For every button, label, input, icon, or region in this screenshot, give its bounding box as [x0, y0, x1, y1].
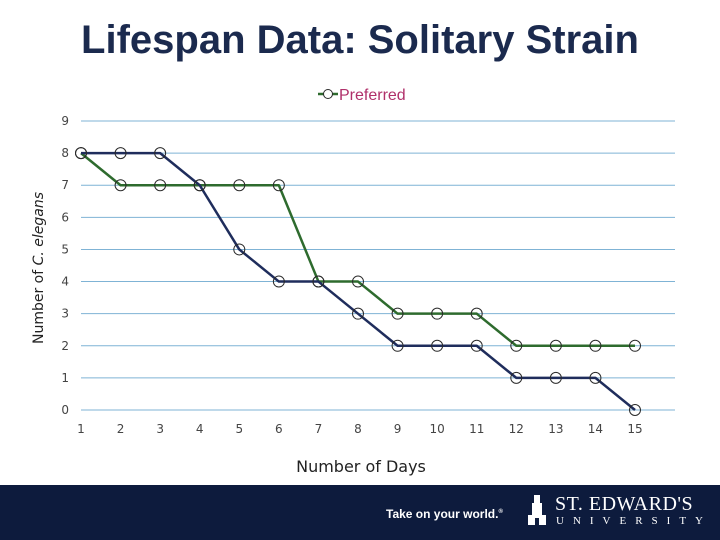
- legend-label: Preferred: [339, 87, 406, 104]
- data-point-navy: [75, 147, 87, 160]
- x-tick-label: 4: [196, 422, 204, 436]
- x-tick-label: 12: [509, 422, 524, 436]
- y-axis-label-species: C. elegans: [31, 192, 47, 265]
- data-point-navy: [114, 147, 127, 160]
- registered-mark: ®: [498, 509, 503, 515]
- x-tick-label: 9: [394, 422, 402, 436]
- data-point-preferred: [272, 179, 285, 192]
- y-axis-label-prefix: Number of: [31, 265, 47, 344]
- x-axis-label: Number of Days: [296, 457, 426, 476]
- x-tick-label: 10: [430, 422, 445, 436]
- data-point-preferred: [510, 339, 523, 352]
- y-tick-label: 3: [61, 307, 69, 321]
- y-tick-label: 9: [61, 114, 69, 128]
- data-point-navy: [391, 339, 404, 352]
- data-point-preferred: [549, 339, 562, 352]
- y-tick-label: 7: [61, 178, 69, 192]
- data-point-navy: [589, 371, 602, 384]
- data-point-navy: [629, 404, 641, 416]
- x-tick-label: 7: [315, 422, 323, 436]
- x-tick-label: 15: [627, 422, 642, 436]
- footer-bar: Take on your world.® ST. EDWARD'S UNIVER…: [0, 485, 720, 540]
- slide-title: Lifespan Data: Solitary Strain: [81, 18, 639, 62]
- y-tick-label: 2: [61, 339, 69, 353]
- data-point-preferred: [154, 179, 167, 192]
- y-tick-label: 1: [61, 371, 69, 385]
- data-point-navy: [154, 147, 167, 160]
- x-tick-label: 14: [588, 422, 603, 436]
- y-tick-label: 8: [61, 146, 69, 160]
- data-point-navy: [352, 307, 364, 320]
- x-tick-label: 13: [548, 422, 563, 436]
- y-tick-label: 6: [61, 210, 69, 224]
- data-point-navy: [431, 339, 444, 352]
- data-point-preferred: [391, 307, 404, 320]
- data-point-preferred: [629, 339, 641, 352]
- university-tower-icon: [528, 495, 546, 525]
- x-tick-label: 5: [235, 422, 243, 436]
- data-point-navy: [233, 243, 246, 256]
- university-logo-subtitle: UNIVERSITY: [556, 515, 712, 527]
- x-tick-label: 8: [354, 422, 362, 436]
- y-tick-label: 0: [61, 403, 69, 417]
- data-point-preferred: [114, 179, 127, 192]
- data-point-navy: [193, 179, 206, 192]
- y-axis-label: Number of C. elegans: [31, 192, 47, 344]
- data-point-navy: [312, 275, 325, 288]
- y-tick-label: 5: [61, 242, 69, 256]
- x-tick-label: 3: [156, 422, 164, 436]
- data-point-preferred: [352, 275, 364, 288]
- x-tick-label: 6: [275, 422, 283, 436]
- legend-marker: [323, 89, 333, 99]
- data-point-navy: [470, 339, 483, 352]
- data-point-preferred: [233, 179, 246, 192]
- series-line-preferred: [80, 152, 635, 348]
- data-point-navy: [549, 371, 562, 384]
- x-tick-label: 11: [469, 422, 484, 436]
- data-point-preferred: [589, 339, 602, 352]
- footer-tagline: Take on your world.®: [386, 507, 503, 521]
- x-tick-label: 2: [117, 422, 125, 436]
- data-point-navy: [510, 371, 523, 384]
- data-point-preferred: [470, 307, 483, 320]
- data-point-preferred: [431, 307, 444, 320]
- series-line-navy: [81, 151, 636, 411]
- y-tick-label: 4: [61, 275, 69, 289]
- data-point-navy: [272, 275, 285, 288]
- university-logo-name: ST. EDWARD'S: [555, 493, 694, 515]
- x-tick-label: 1: [77, 422, 85, 436]
